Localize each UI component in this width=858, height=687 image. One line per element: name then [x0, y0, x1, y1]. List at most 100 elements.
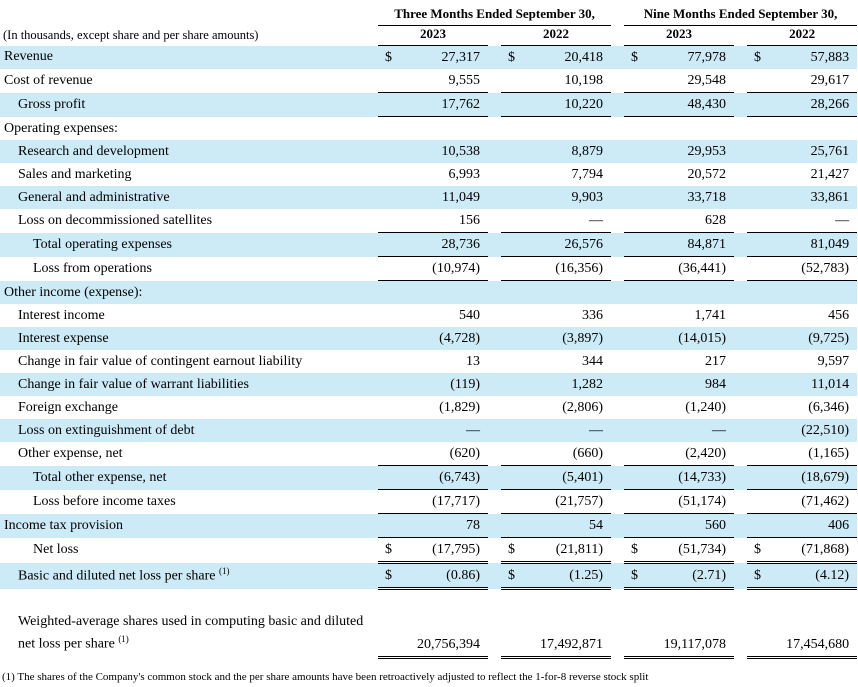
value-cell: 9,903 — [571, 189, 604, 205]
dollar-sign-cell — [501, 603, 523, 659]
value-cell: (6,346) — [808, 399, 850, 415]
dollar-sign-cell — [624, 140, 646, 163]
column-gap — [611, 46, 624, 70]
value-cell: 78 — [400, 513, 488, 538]
column-gap — [611, 538, 624, 563]
period-three-months-header: Three Months Ended September 30, — [378, 6, 612, 26]
row-label: Operating expenses: — [4, 120, 118, 136]
dollar-sign-cell — [501, 140, 523, 163]
dollar-sign-cell — [624, 327, 646, 350]
table-row: Change in fair value of contingent earno… — [0, 350, 857, 373]
row-label: Income tax provision — [4, 517, 123, 533]
table-row: Loss on decommissioned satellites 156 — 628… — [0, 209, 858, 233]
table-row: Loss before income taxes (17,717) (21,757)… — [0, 489, 858, 514]
column-gap — [488, 538, 501, 563]
dollar-sign-cell — [624, 419, 646, 442]
value-cell: (620) — [400, 442, 488, 466]
column-gap — [488, 396, 501, 419]
column-gap — [611, 233, 624, 257]
row-label: Revenue — [4, 49, 53, 65]
value-cell: (2.71) — [646, 562, 735, 590]
column-gap — [734, 209, 747, 233]
table-row: Revenue $27,317 $20,418 $77,978 $57,883 — [0, 45, 858, 70]
value-cell: 17,762 — [400, 92, 488, 117]
column-gap — [734, 69, 747, 93]
dollar-sign-cell — [747, 304, 769, 327]
column-gap — [734, 186, 747, 209]
dollar-sign-cell — [378, 209, 400, 233]
dollar-sign-cell — [378, 465, 400, 490]
dollar-sign-cell — [378, 442, 400, 466]
dollar-sign-cell — [378, 186, 400, 209]
table-row: Income tax provision 78 54 560 406 — [0, 513, 858, 538]
column-gap — [488, 257, 501, 281]
dollar-sign-cell — [624, 350, 646, 373]
value-cell: (16,356) — [523, 256, 612, 281]
dollar-sign-cell — [747, 396, 769, 419]
header-spacer — [0, 6, 378, 26]
dollar-sign-cell — [624, 163, 646, 186]
dollar-sign-cell — [624, 442, 647, 466]
dollar-sign-cell — [747, 350, 769, 373]
dollar-sign-cell — [501, 396, 523, 419]
value-cell: (5,401) — [523, 465, 612, 490]
value-cell: 29,548 — [646, 69, 735, 93]
column-gap — [611, 373, 624, 396]
column-gap — [611, 350, 624, 373]
dollar-sign-cell — [378, 163, 400, 186]
value-cell: 21,427 — [810, 166, 850, 182]
row-label: Basic and diluted net loss per share (1) — [18, 566, 230, 584]
value-cell: (3,897) — [562, 330, 604, 346]
value-cell: 48,430 — [646, 92, 735, 117]
column-gap — [734, 327, 747, 350]
table-row: Research and development 10,538 8,879 29,95… — [0, 140, 858, 163]
value-cell: 217 — [705, 353, 727, 369]
year-header-row: (In thousands, except share and per shar… — [0, 25, 858, 46]
table-row: Other expense, net (620) (660) (2,420) (1,16… — [0, 442, 858, 466]
table-row: Interest expense (4,728) (3,897) (14,015) (9… — [0, 327, 858, 350]
column-gap — [488, 514, 501, 538]
dollar-sign-cell — [747, 489, 770, 514]
row-label: Foreign exchange — [18, 399, 118, 415]
value-cell: (51,734) — [646, 537, 735, 564]
column-gap — [734, 304, 747, 327]
dollar-sign-cell — [378, 419, 400, 442]
row-label: Interest expense — [18, 330, 109, 346]
dollar-sign-cell: $ — [754, 49, 762, 65]
dollar-sign-cell: $ — [624, 562, 647, 590]
dollar-sign-cell — [747, 186, 769, 209]
header-gap — [611, 6, 624, 26]
value-cell: 7,794 — [571, 166, 604, 182]
value-cell: 81,049 — [769, 232, 858, 257]
column-gap — [611, 466, 624, 490]
table-row: Foreign exchange (1,829) (2,806) (1,240) (6,… — [0, 396, 857, 419]
value-cell: 29,617 — [769, 69, 858, 93]
value-cell: 33,718 — [687, 189, 727, 205]
table-row: Net loss $ (17,795) $ (21,811) $ (51,734) $ (71,… — [0, 537, 858, 564]
value-cell: 406 — [769, 513, 858, 538]
table-body: Revenue $27,317 $20,418 $77,978 $57,883 Cost … — [0, 45, 858, 659]
dollar-sign-cell — [501, 92, 523, 117]
year-header-2023-q3: 2023 — [378, 25, 488, 46]
column-gap — [611, 140, 624, 163]
column-gap — [611, 327, 624, 350]
value-cell: (119) — [450, 376, 480, 392]
row-label: Loss on extinguishment of debt — [18, 422, 195, 438]
value-cell: (9,725) — [808, 330, 850, 346]
column-gap — [488, 603, 501, 658]
dollar-sign-cell — [747, 140, 769, 163]
period-header-row: Three Months Ended September 30, Nine Mo… — [0, 6, 858, 26]
dollar-sign-cell — [501, 209, 523, 233]
table-row: Basic and diluted net loss per share (1)… — [0, 562, 858, 590]
units-note: (In thousands, except share and per shar… — [3, 27, 259, 42]
value-cell: 29,953 — [687, 143, 727, 159]
dollar-sign-cell — [501, 163, 523, 186]
row-label: Gross profit — [18, 96, 86, 112]
value-cell: (6,743) — [400, 465, 488, 490]
column-gap — [611, 209, 624, 233]
value-cell: (52,783) — [769, 256, 858, 281]
dollar-sign-cell: $ — [747, 537, 770, 564]
value-cell: (14,015) — [678, 330, 727, 346]
column-gap — [734, 93, 747, 117]
dollar-sign-cell — [501, 350, 523, 373]
